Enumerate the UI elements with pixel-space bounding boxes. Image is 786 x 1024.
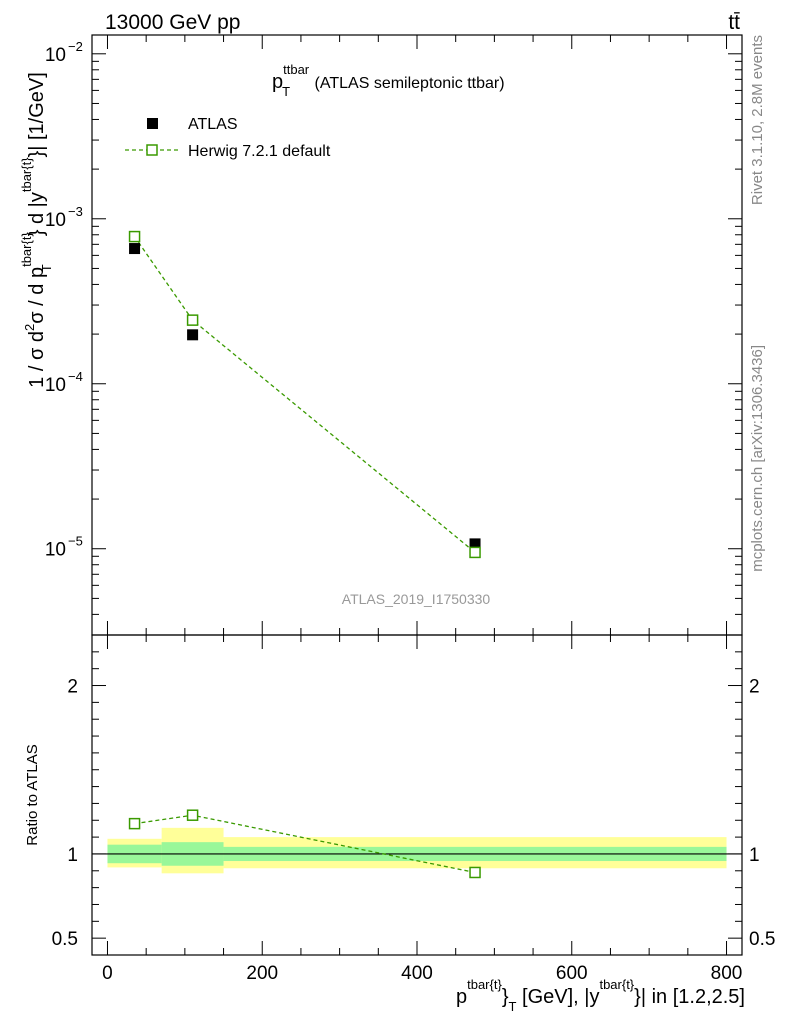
ratio-bands [92, 827, 742, 874]
ratio-ytick-labels: 0.5 0.5 1 1 2 2 [52, 677, 776, 951]
ylabel-d: }| [1/GeV] [26, 72, 48, 157]
atlas-point [187, 329, 199, 341]
legend-atlas-label: ATLAS [188, 116, 238, 133]
ratio-ytick-label-left: 0.5 [52, 929, 78, 950]
main-ytick-label: 10 [45, 375, 66, 396]
title-rest: (ATLAS semileptonic ttbar) [310, 75, 504, 92]
xlabel-b-sub: T [509, 999, 517, 1014]
ratio-marks [128, 809, 481, 879]
ratio-herwig-point [469, 866, 481, 879]
ratio-ytick-label-left: 2 [67, 677, 78, 698]
main-ytick-exponent: −3 [68, 204, 83, 219]
herwig-point [469, 546, 481, 559]
analysis-watermark: ATLAS_2019_I1750330 [342, 591, 491, 607]
herwig-point [186, 314, 199, 326]
ratio-herwig-point [128, 817, 141, 830]
atlas-point [469, 538, 481, 550]
title-main: p [272, 71, 283, 93]
main-ytick-exponent: −4 [68, 369, 83, 384]
main-ytick-base: 10 [45, 210, 66, 231]
legend-herwig-marker [146, 144, 158, 156]
ratio-xtick-label: 200 [246, 963, 278, 984]
ylabel-b-sup: tbar{t} [19, 232, 34, 267]
ratio-xtick-labels: 0 200 400 600 800 [102, 963, 742, 984]
ratio-xtick-label: 800 [711, 963, 743, 984]
ratio-herwig-point [186, 809, 199, 821]
xlabel-a-sup: tbar{t} [467, 977, 502, 992]
legend: ATLAS Herwig 7.2.1 default [125, 116, 331, 160]
ylabel-c: } d |y [26, 192, 48, 236]
main-ytick-base: 10 [45, 540, 66, 561]
ratio-ytick-label-right: 2 [749, 677, 760, 698]
main-ytick-base: 10 [45, 375, 66, 396]
legend-herwig-label: Herwig 7.2.1 default [188, 143, 331, 160]
ylabel-c-sup: tbar{t} [19, 157, 34, 192]
main-ytick-base: 10 [45, 45, 66, 66]
xlabel-d: }| in [1.2,2.5] [634, 986, 745, 1008]
xlabel-c: [GeV], |y [516, 986, 599, 1008]
xlabel-a: p [456, 986, 467, 1008]
main-ytick-label: 10 [45, 45, 66, 66]
main-ytick-exponent: −2 [68, 39, 83, 54]
ratio-ytick-label-left: 1 [67, 845, 78, 866]
title-sub: T [282, 84, 290, 99]
herwig-point [128, 230, 141, 243]
ratio-xtick-label: 0 [102, 963, 113, 984]
ylabel-b: σ / d p [26, 267, 48, 324]
main-ytick-label: 10 [45, 210, 66, 231]
atlas-point [129, 243, 141, 255]
energy-label: 13000 GeV pp [105, 11, 240, 34]
main-marks [128, 230, 481, 559]
xlabel-c-sup: tbar{t} [599, 977, 634, 992]
rivet-label: Rivet 3.1.10, 2.8M events [749, 35, 766, 205]
main-ticks [92, 35, 742, 636]
ratio-ytick-label-right: 1 [749, 845, 760, 866]
main-panel: 10−510−410−310−2 pttbar T (ATLAS semilept… [19, 34, 743, 636]
ylabel-b-sub: T [39, 264, 54, 272]
ratio-xtick-label: 600 [556, 963, 588, 984]
process-label: tt̄ [728, 11, 740, 34]
ylabel-a-sup: 2 [22, 324, 37, 331]
ratio-frame [91, 634, 743, 956]
main-ytick-label: 10 [45, 540, 66, 561]
ratio-xtick-label: 400 [401, 963, 433, 984]
ratio-panel: 0.5 0.51 12 2 0 200 400 600 800 Ratio to ATLAS … [24, 634, 776, 1014]
main-ylabel: 1 / σ d2σ / d ptbar{t}T} d |ytbar{t}}| [… [19, 72, 54, 388]
ylabel-a: 1 / σ d [26, 331, 48, 388]
main-ytick-labels: 10−510−410−310−2 [45, 39, 83, 561]
main-title: pttbar T (ATLAS semileptonic ttbar) [272, 62, 505, 99]
ratio-ticks [92, 634, 742, 956]
mcplots-label: mcplots.cern.ch [arXiv:1306.3436] [749, 345, 766, 572]
ratio-xlabel: ptbar{t}}T [GeV], |ytbar{t}}| in [1.2,2.… [456, 977, 745, 1014]
legend-atlas-marker [147, 118, 158, 129]
main-ytick-exponent: −5 [68, 534, 83, 549]
ratio-ytick-label-right: 0.5 [749, 929, 775, 950]
title-sup: ttbar [283, 62, 310, 77]
herwig-line [134, 236, 476, 553]
xlabel-b: } [502, 986, 509, 1008]
ratio-ylabel: Ratio to ATLAS [24, 744, 41, 845]
